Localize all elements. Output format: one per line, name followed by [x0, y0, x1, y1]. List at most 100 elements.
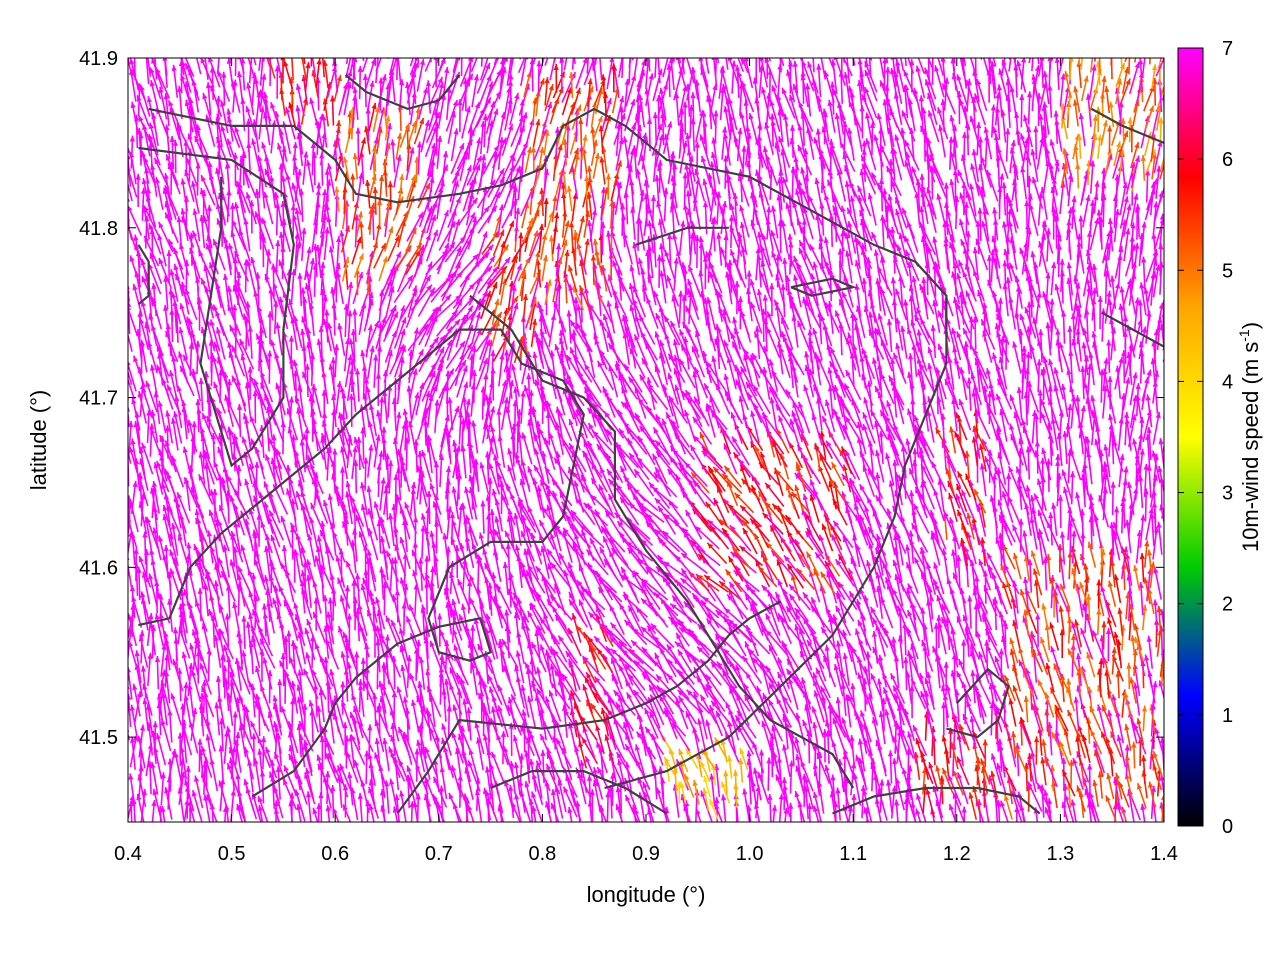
- wind-arrow: [336, 765, 349, 798]
- wind-arrow: [391, 398, 398, 432]
- wind-arrow: [788, 760, 795, 794]
- wind-arrow: [189, 611, 201, 644]
- wind-arrow: [835, 787, 842, 821]
- wind-arrow: [120, 365, 125, 398]
- wind-arrow: [119, 765, 126, 798]
- wind-arrow: [1033, 413, 1040, 447]
- wind-arrow: [389, 750, 406, 782]
- wind-arrow: [514, 793, 522, 822]
- wind-arrow: [121, 561, 127, 594]
- wind-arrow: [1082, 603, 1094, 636]
- wind-arrow: [1162, 355, 1164, 362]
- wind-arrow: [875, 278, 882, 312]
- wind-arrow: [359, 624, 370, 658]
- wind-arrow: [888, 375, 905, 406]
- wind-arrow: [982, 330, 993, 363]
- wind-arrow: [758, 191, 769, 224]
- wind-arrow: [115, 337, 120, 370]
- wind-arrow: [132, 355, 146, 388]
- wind-arrow: [1008, 698, 1017, 727]
- wind-arrow: [842, 152, 852, 186]
- wind-arrow: [845, 506, 857, 539]
- wind-arrow: [928, 762, 939, 792]
- wind-arrow: [529, 758, 537, 792]
- wind-arrow: [788, 442, 804, 469]
- wind-arrow: [702, 201, 709, 235]
- wind-arrow: [531, 791, 543, 822]
- wind-arrow: [760, 550, 774, 583]
- wind-arrow: [516, 630, 525, 664]
- wind-arrow: [906, 220, 919, 253]
- wind-arrow: [281, 544, 288, 579]
- wind-arrow: [164, 440, 177, 473]
- wind-arrow: [323, 226, 330, 261]
- wind-arrow: [683, 773, 695, 798]
- wind-arrow: [540, 749, 546, 784]
- wind-arrow: [330, 522, 337, 556]
- wind-arrow: [322, 318, 332, 352]
- wind-arrow: [230, 745, 237, 780]
- wind-arrow: [804, 776, 814, 810]
- wind-arrow: [113, 679, 121, 712]
- wind-arrow: [678, 290, 684, 324]
- wind-arrow: [776, 756, 783, 790]
- wind-arrow: [273, 266, 287, 298]
- wind-arrow: [424, 746, 439, 778]
- wind-arrow: [629, 264, 638, 298]
- wind-arrow: [1075, 492, 1084, 525]
- wind-arrow: [877, 788, 888, 821]
- wind-arrow: [1070, 799, 1077, 822]
- wind-arrow: [406, 211, 424, 242]
- wind-arrow: [692, 779, 700, 805]
- wind-arrow: [160, 805, 166, 822]
- wind-arrow: [814, 177, 823, 211]
- wind-arrow: [148, 423, 155, 457]
- wind-arrow: [548, 690, 562, 722]
- wind-arrow: [128, 371, 136, 400]
- wind-arrow: [768, 644, 784, 676]
- wind-arrow: [794, 790, 806, 822]
- wind-arrow: [177, 534, 189, 567]
- wind-arrow: [727, 503, 750, 524]
- wind-arrow: [622, 331, 631, 366]
- wind-arrow: [130, 480, 138, 514]
- wind-arrow: [656, 787, 668, 820]
- wind-arrow: [570, 166, 579, 200]
- wind-arrow: [128, 324, 133, 352]
- wind-arrow: [1007, 495, 1022, 527]
- wind-arrow: [236, 403, 243, 438]
- wind-arrow: [354, 368, 361, 402]
- wind-arrow: [115, 287, 120, 320]
- wind-arrow: [119, 436, 124, 469]
- wind-arrow: [182, 446, 193, 480]
- wind-arrow: [1105, 628, 1112, 662]
- wind-arrow: [987, 279, 1000, 312]
- wind-arrow: [325, 804, 331, 822]
- wind-arrow: [583, 238, 590, 267]
- wind-arrow: [1076, 785, 1086, 813]
- wind-arrow: [438, 785, 445, 819]
- wind-arrow: [118, 506, 123, 539]
- wind-arrow: [300, 227, 307, 261]
- wind-arrow: [122, 363, 127, 396]
- wind-arrow: [189, 247, 201, 280]
- wind-arrow: [550, 789, 558, 822]
- wind-arrow: [873, 249, 882, 283]
- wind-arrow: [1092, 779, 1099, 807]
- wind-arrow: [849, 477, 867, 509]
- wind-arrow: [448, 792, 463, 822]
- wind-arrow: [815, 213, 823, 247]
- wind-arrow: [889, 440, 905, 472]
- wind-arrow: [551, 605, 571, 635]
- wind-arrow: [1105, 795, 1117, 821]
- wind-arrow: [128, 773, 136, 807]
- wind-arrow: [1167, 269, 1175, 302]
- wind-arrow: [508, 784, 515, 819]
- wind-arrow: [206, 204, 212, 239]
- wind-arrow: [642, 781, 656, 814]
- wind-arrow: [1025, 446, 1031, 480]
- wind-arrow: [119, 775, 126, 808]
- wind-arrow: [634, 744, 646, 777]
- wind-arrow: [151, 799, 157, 822]
- wind-arrow: [156, 345, 170, 377]
